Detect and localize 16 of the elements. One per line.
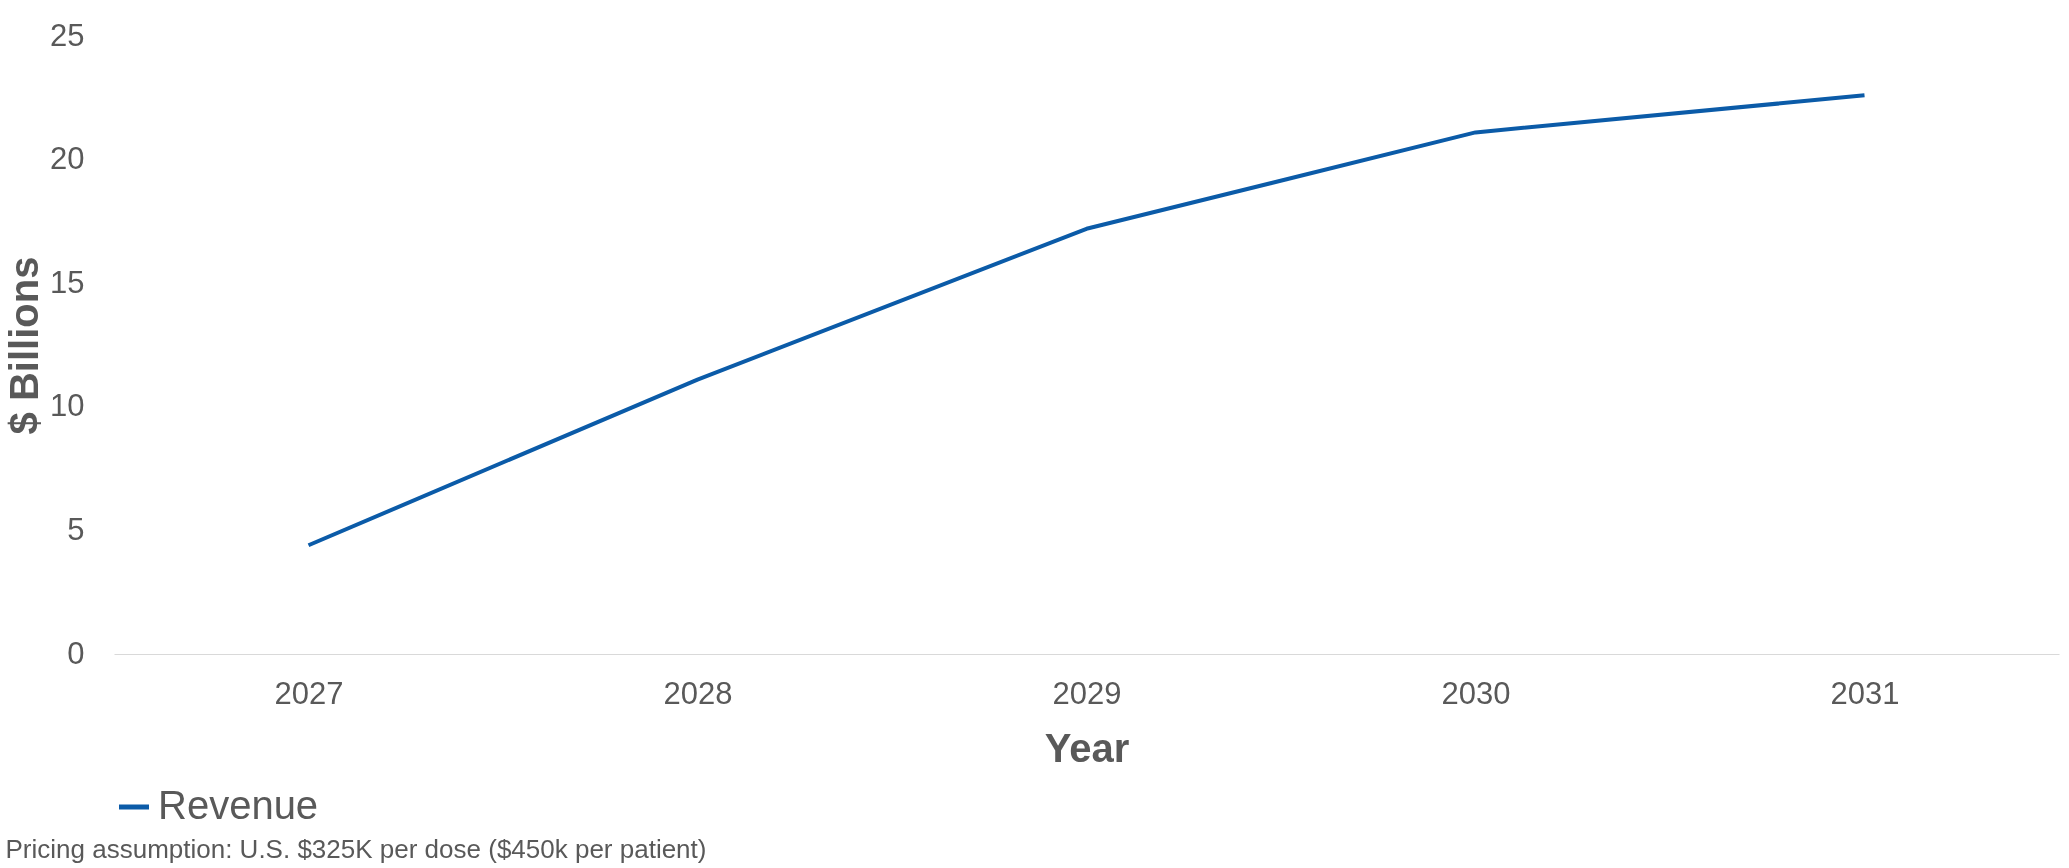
x-tick-label: 2029 — [1052, 675, 1122, 711]
x-tick-label: 2027 — [274, 675, 344, 711]
x-tick-label: 2030 — [1441, 675, 1511, 711]
x-tick-label: 2031 — [1830, 675, 1900, 711]
y-tick-label: 5 — [67, 511, 85, 547]
line-series — [306, 93, 1867, 548]
y-tick-label: 25 — [50, 17, 85, 53]
text: Pricing assumption: U.S. $325K per dose ($450k per patient) — [5, 834, 707, 864]
y-tick-label: 15 — [50, 264, 85, 300]
x-tick-label: 2028 — [663, 675, 733, 711]
legend-label: Revenue — [158, 783, 319, 827]
x-axis-title: Year — [1044, 725, 1130, 770]
y-tick-label: 10 — [50, 388, 85, 424]
y-tick-label: 0 — [67, 635, 85, 671]
y-tick-label: 20 — [50, 141, 85, 177]
y-axis-title: $ Billions — [2, 256, 47, 435]
